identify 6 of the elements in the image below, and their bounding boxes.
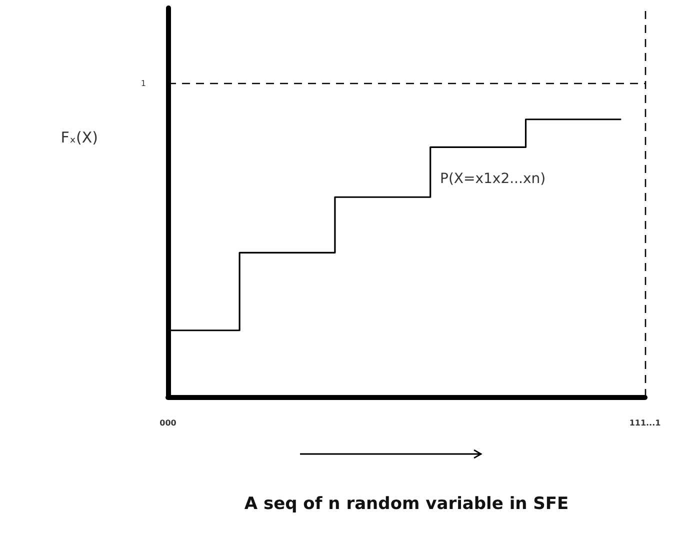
x-tick-label: 111...1 xyxy=(629,418,662,428)
annotation: P(X=x1x2...xn) xyxy=(440,171,546,187)
x-axis-title: A seq of n random variable in SFE xyxy=(244,494,569,514)
x-tick-label: 000 xyxy=(160,418,177,428)
y-axis-title: Fₓ(X) xyxy=(60,128,98,146)
ref-line-label: 1 xyxy=(140,78,146,88)
